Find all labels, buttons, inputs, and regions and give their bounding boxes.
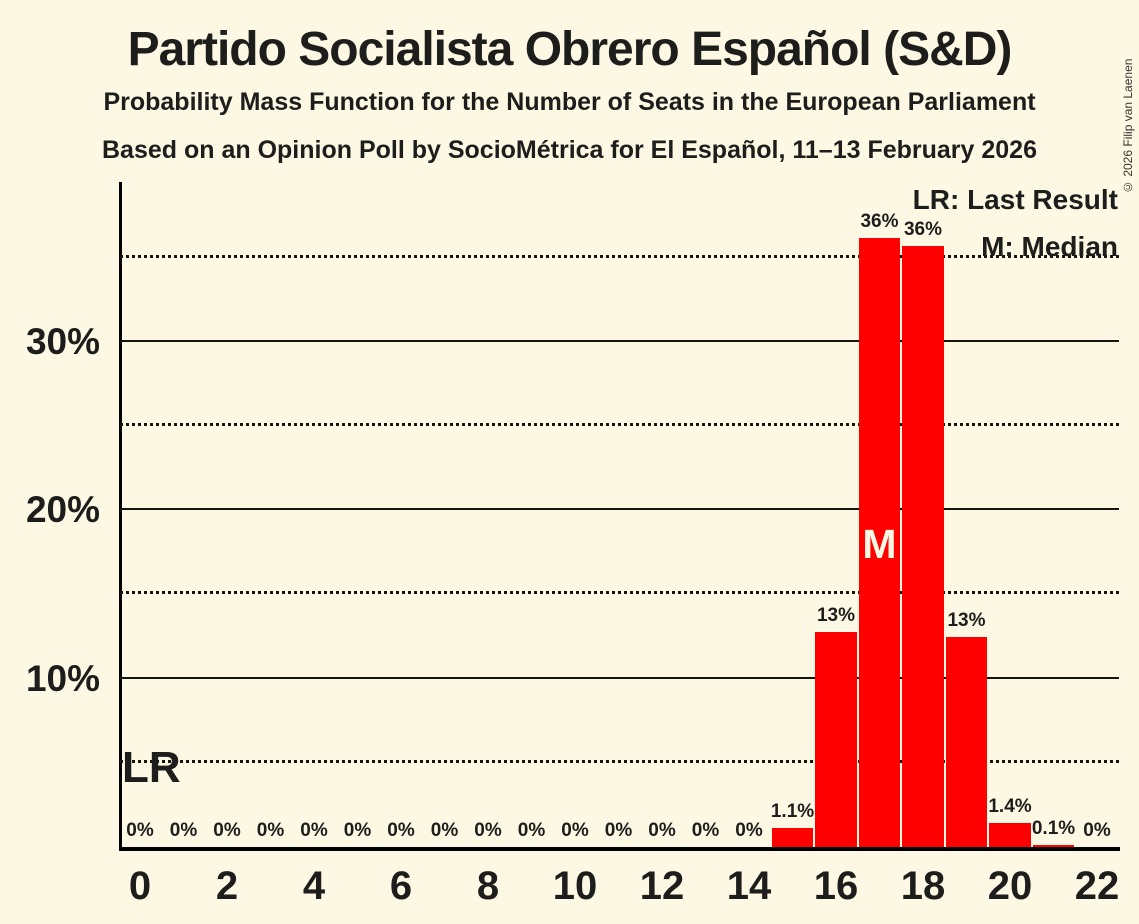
chart-source-line: Based on an Opinion Poll by SocioMétrica… [101,136,1037,164]
bar-value-label: 0% [126,820,154,841]
bar-value-label: 0% [1083,820,1111,841]
bar-seat-21 [1032,845,1075,847]
bar-seat-16 [815,631,857,847]
bar-value-label: 0% [169,820,198,841]
bar-value-label: 13% [816,604,856,626]
gridline-20pct [120,508,1119,511]
bar-value-label: 0% [300,820,328,841]
x-axis-tick-label: 20 [987,864,1033,908]
bar-seat-19 [945,636,988,847]
bar-value-label: 0% [735,820,763,841]
chart-subtitle: Probability Mass Function for the Number… [103,88,1036,116]
bar-value-label: 36% [860,210,899,232]
bar-value-label: 0% [561,820,589,841]
y-axis-tick-label: 10% [25,657,100,699]
gridline-30pct [120,339,1119,342]
x-axis-tick-label: 0 [128,864,152,908]
x-axis-tick-label: 2 [215,864,239,908]
x-axis-tick-label: 6 [389,864,413,908]
plot-area: LR: Last Result M: Median LR M 10% 20% 30%… [26,182,1119,908]
x-axis-tick-label: 10 [552,864,598,908]
bar-value-label: 0% [256,820,285,841]
bar-seat-17 [858,237,901,847]
chart-title: Partido Socialista Obrero Español (S&D) [127,23,1013,76]
y-axis-line [119,182,122,851]
copyright-notice: © 2026 Filip van Laenen [1121,58,1135,194]
y-axis-tick-label: 20% [25,489,100,531]
bar-value-label: 0.1% [1031,818,1076,840]
median-marker: M [862,521,897,567]
gridline-35pct [120,254,1119,258]
bar-value-label: 0% [387,820,415,841]
x-axis-tick-label: 8 [476,864,500,908]
x-axis-tick-label: 18 [900,864,946,908]
bar-value-label: 0% [474,820,502,841]
bar-seat-20 [989,823,1031,847]
bar-seat-15 [771,828,814,847]
last-result-marker: LR [122,743,181,792]
bar-value-label: 13% [947,609,986,631]
gridline-5pct [120,759,1119,763]
bar-value-label: 0% [343,820,372,841]
bar-value-label: 0% [517,820,546,841]
bar-value-label: 1.4% [988,796,1032,818]
x-axis-tick-label: 16 [813,864,859,908]
legend-last-result: LR: Last Result [912,184,1118,215]
bar-value-label: 0% [213,820,241,841]
gridline-15pct [120,591,1119,595]
x-axis-tick-label: 4 [302,864,326,908]
x-axis-tick-label: 22 [1074,864,1120,908]
x-axis-line [119,847,1120,851]
x-axis-tick-label: 12 [639,864,685,908]
bar-value-label: 0% [430,820,459,841]
gridline-10pct [120,676,1119,679]
gridline-25pct [120,423,1119,427]
bar-value-label: 0% [691,820,720,841]
y-axis-tick-label: 30% [25,320,100,362]
bar-value-label: 0% [604,820,633,841]
bar-value-label: 1.1% [770,801,815,823]
x-axis-tick-label: 14 [726,864,772,908]
bar-value-label: 0% [648,820,676,841]
bar-seat-18 [902,245,944,847]
legend-median: M: Median [981,231,1118,262]
bar-value-label: 36% [903,218,943,240]
